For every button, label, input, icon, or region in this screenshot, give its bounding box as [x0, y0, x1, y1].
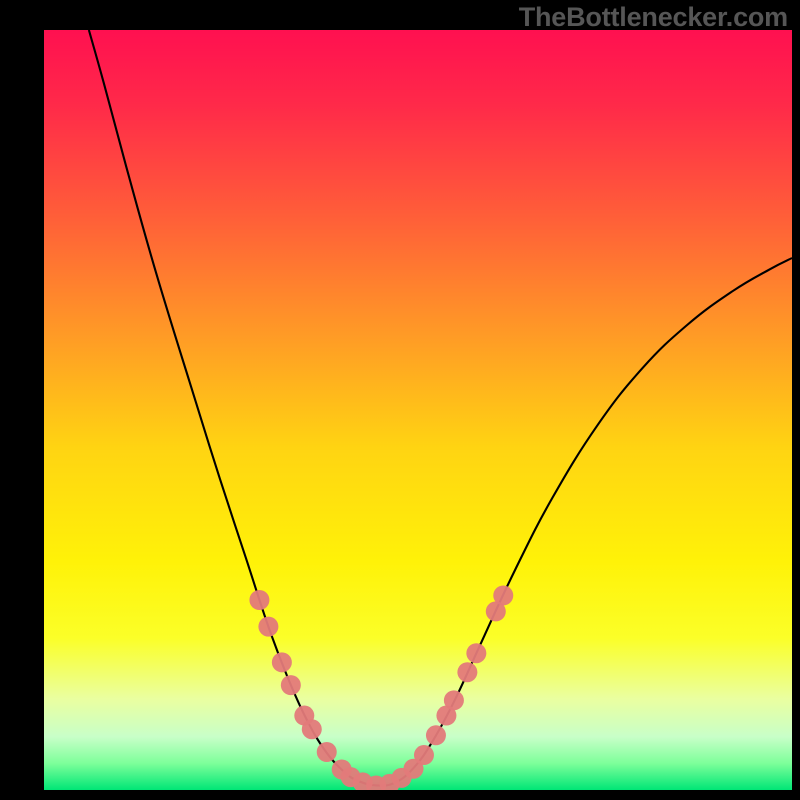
curve-marker [302, 719, 322, 739]
curve-marker [317, 742, 337, 762]
curve-marker [457, 662, 477, 682]
plot-svg [44, 30, 792, 790]
gradient-background [44, 30, 792, 790]
plot-area [44, 30, 792, 790]
curve-marker [258, 617, 278, 637]
curve-marker [414, 745, 434, 765]
curve-marker [493, 585, 513, 605]
curve-marker [444, 690, 464, 710]
chart-frame: TheBottlenecker.com [0, 0, 800, 800]
curve-marker [272, 652, 292, 672]
watermark-text: TheBottlenecker.com [519, 2, 788, 33]
curve-marker [281, 675, 301, 695]
curve-marker [466, 643, 486, 663]
curve-marker [426, 725, 446, 745]
curve-marker [249, 590, 269, 610]
